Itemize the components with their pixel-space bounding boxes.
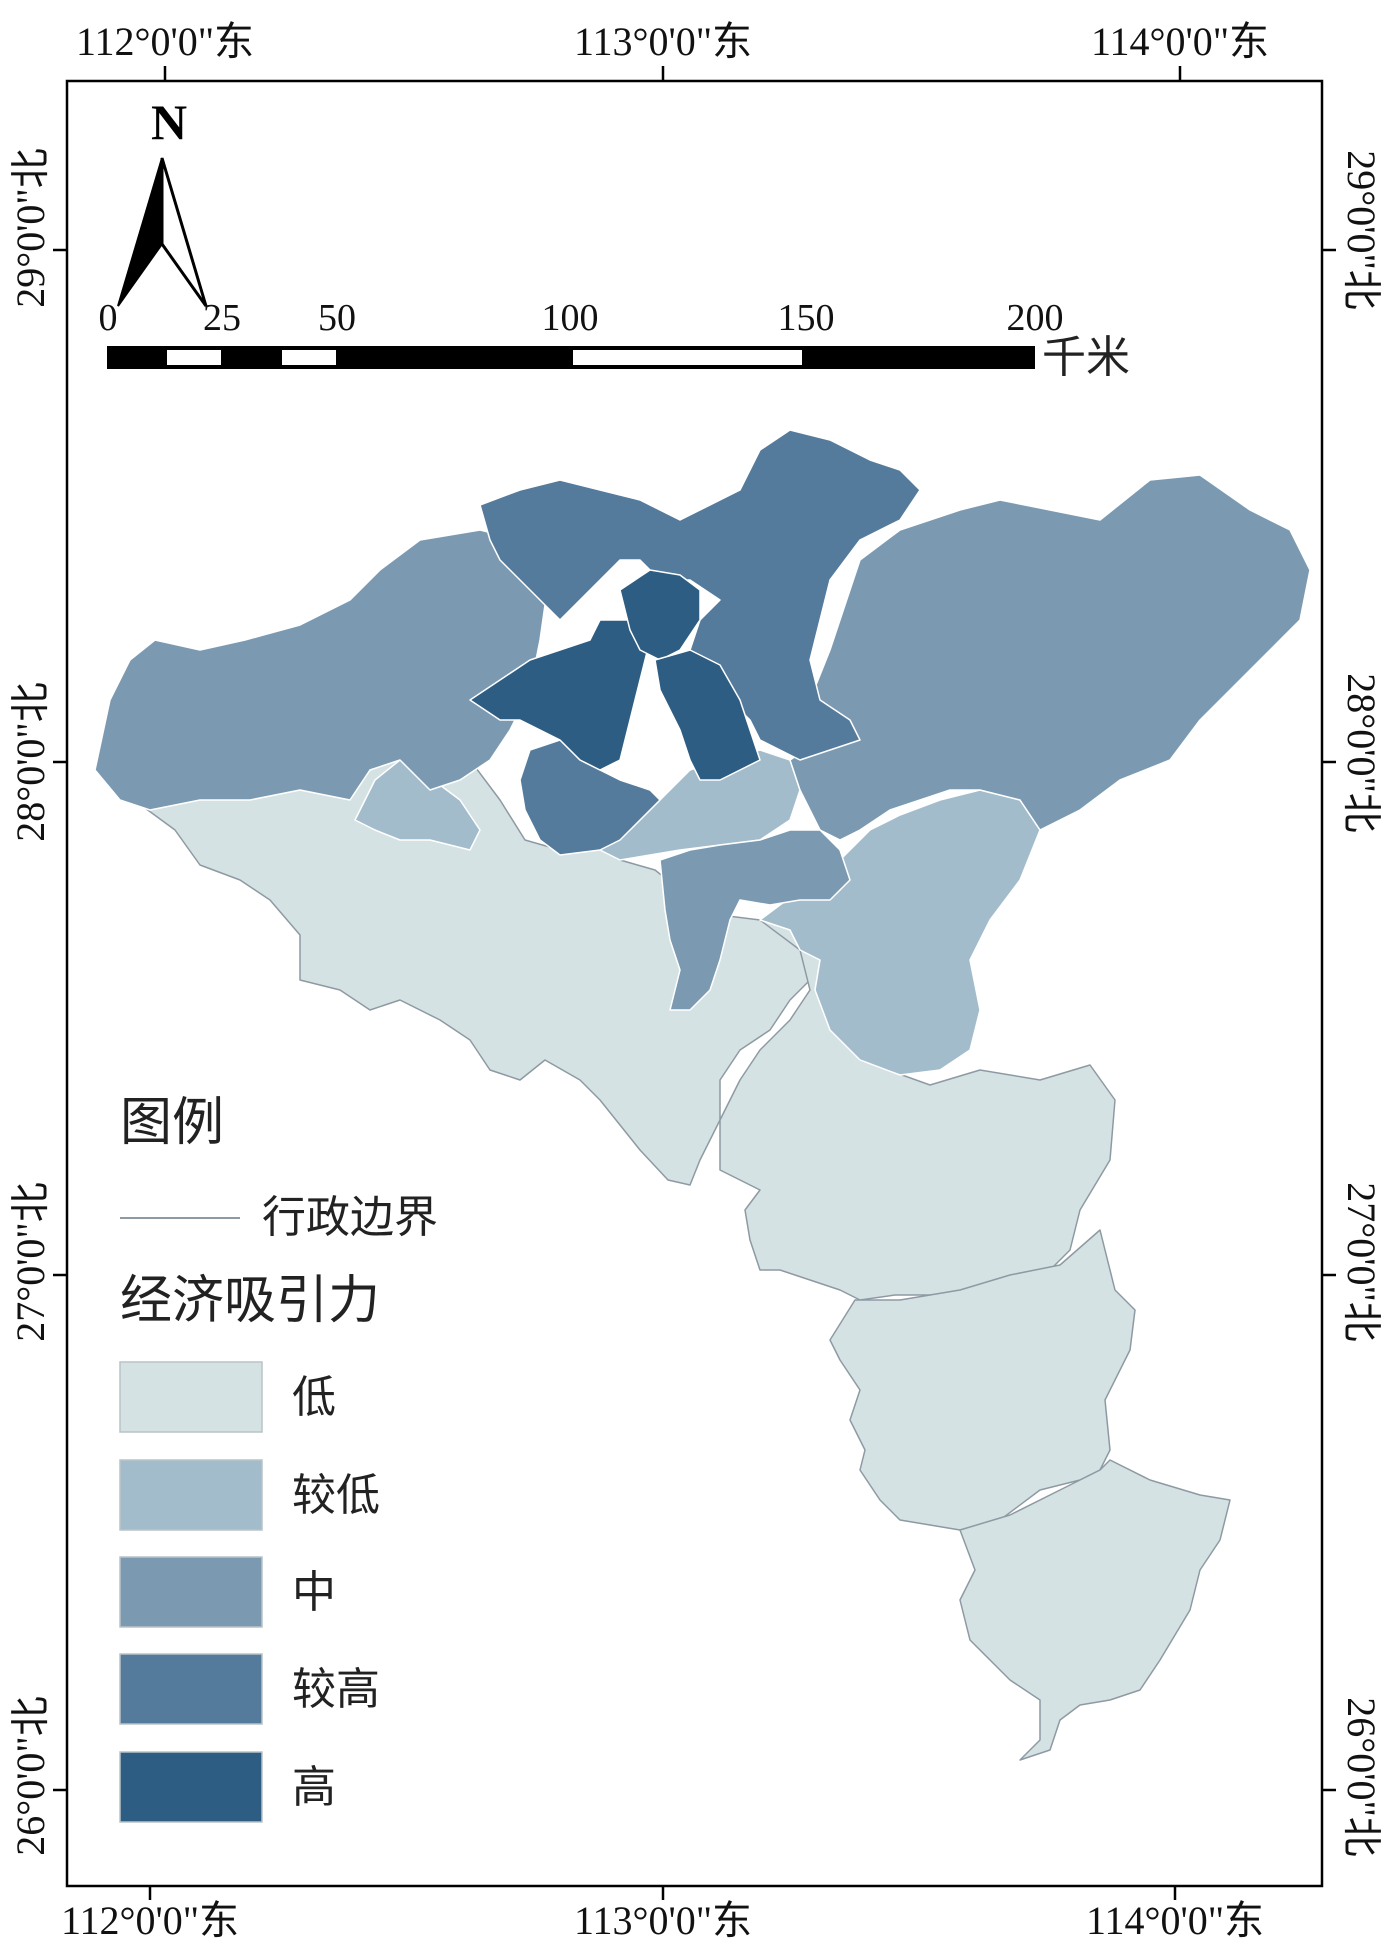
legend-swatch-mid bbox=[119, 1556, 263, 1628]
coord-top-113: 113°0'0"东 bbox=[574, 19, 752, 64]
region-high-core-center bbox=[619, 569, 701, 661]
north-label: N bbox=[151, 94, 187, 150]
coord-right-28: 28°0'0"北 bbox=[1339, 673, 1384, 833]
legend-label-higher: 较高 bbox=[292, 1664, 380, 1715]
legend-category-title: 经济吸引力 bbox=[120, 1271, 380, 1331]
scale-tick-25: 25 bbox=[203, 297, 241, 339]
coord-left-29: 29°0'0"北 bbox=[8, 148, 53, 308]
region-higher-north bbox=[479, 429, 921, 761]
legend-label-lower: 较低 bbox=[292, 1470, 380, 1521]
coord-bottom-113: 113°0'0"东 bbox=[574, 1898, 752, 1943]
legend-label-low: 低 bbox=[292, 1372, 336, 1423]
coord-left-28: 28°0'0"北 bbox=[8, 682, 53, 842]
north-arrow-icon: N bbox=[117, 94, 208, 307]
region-low-south-2 bbox=[829, 1229, 1136, 1531]
coord-top-112: 112°0'0"东 bbox=[76, 19, 254, 64]
scale-tick-50: 50 bbox=[318, 297, 356, 339]
graticule-ticks bbox=[53, 66, 1336, 1900]
legend-title: 图例 bbox=[120, 1093, 224, 1153]
region-lower-east bbox=[759, 789, 1041, 1076]
legend: 图例 行政边界 经济吸引力 低 较低 中 较高 高 bbox=[119, 1093, 438, 1823]
legend-swatch-lower bbox=[119, 1459, 263, 1531]
scale-unit: 千米 bbox=[1042, 332, 1130, 383]
coord-top-114: 114°0'0"东 bbox=[1091, 19, 1269, 64]
region-low-south-3 bbox=[959, 1459, 1231, 1761]
coord-left-26: 26°0'0"北 bbox=[8, 1696, 53, 1856]
region-low-southwest bbox=[144, 739, 821, 1186]
region-high-core-west bbox=[469, 619, 651, 771]
scale-bar: 0 25 50 100 150 200 千米 bbox=[99, 297, 1131, 383]
legend-swatch-high bbox=[119, 1751, 263, 1823]
legend-label-mid: 中 bbox=[292, 1567, 336, 1618]
coord-bottom-112: 112°0'0"东 bbox=[61, 1898, 239, 1943]
region-high-core-east bbox=[654, 649, 761, 781]
coord-left-27: 27°0'0"北 bbox=[8, 1182, 53, 1342]
legend-label-high: 高 bbox=[292, 1762, 336, 1813]
region-mid-east bbox=[789, 474, 1311, 841]
coord-right-29: 29°0'0"北 bbox=[1339, 150, 1384, 310]
legend-boundary-label: 行政边界 bbox=[262, 1192, 438, 1243]
region-mid-south-corridor bbox=[659, 829, 851, 1011]
region-layer bbox=[94, 429, 1311, 1761]
coord-bottom-114: 114°0'0"东 bbox=[1086, 1898, 1264, 1943]
legend-swatch-low bbox=[119, 1361, 263, 1433]
scale-tick-0: 0 bbox=[99, 297, 118, 339]
coord-right-27: 27°0'0"北 bbox=[1339, 1182, 1384, 1342]
region-lower-west bbox=[354, 759, 481, 851]
scale-tick-100: 100 bbox=[542, 297, 599, 339]
scale-tick-200: 200 bbox=[1007, 297, 1064, 339]
legend-swatch-higher bbox=[119, 1653, 263, 1725]
scale-tick-150: 150 bbox=[778, 297, 835, 339]
coord-right-26: 26°0'0"北 bbox=[1339, 1697, 1384, 1857]
